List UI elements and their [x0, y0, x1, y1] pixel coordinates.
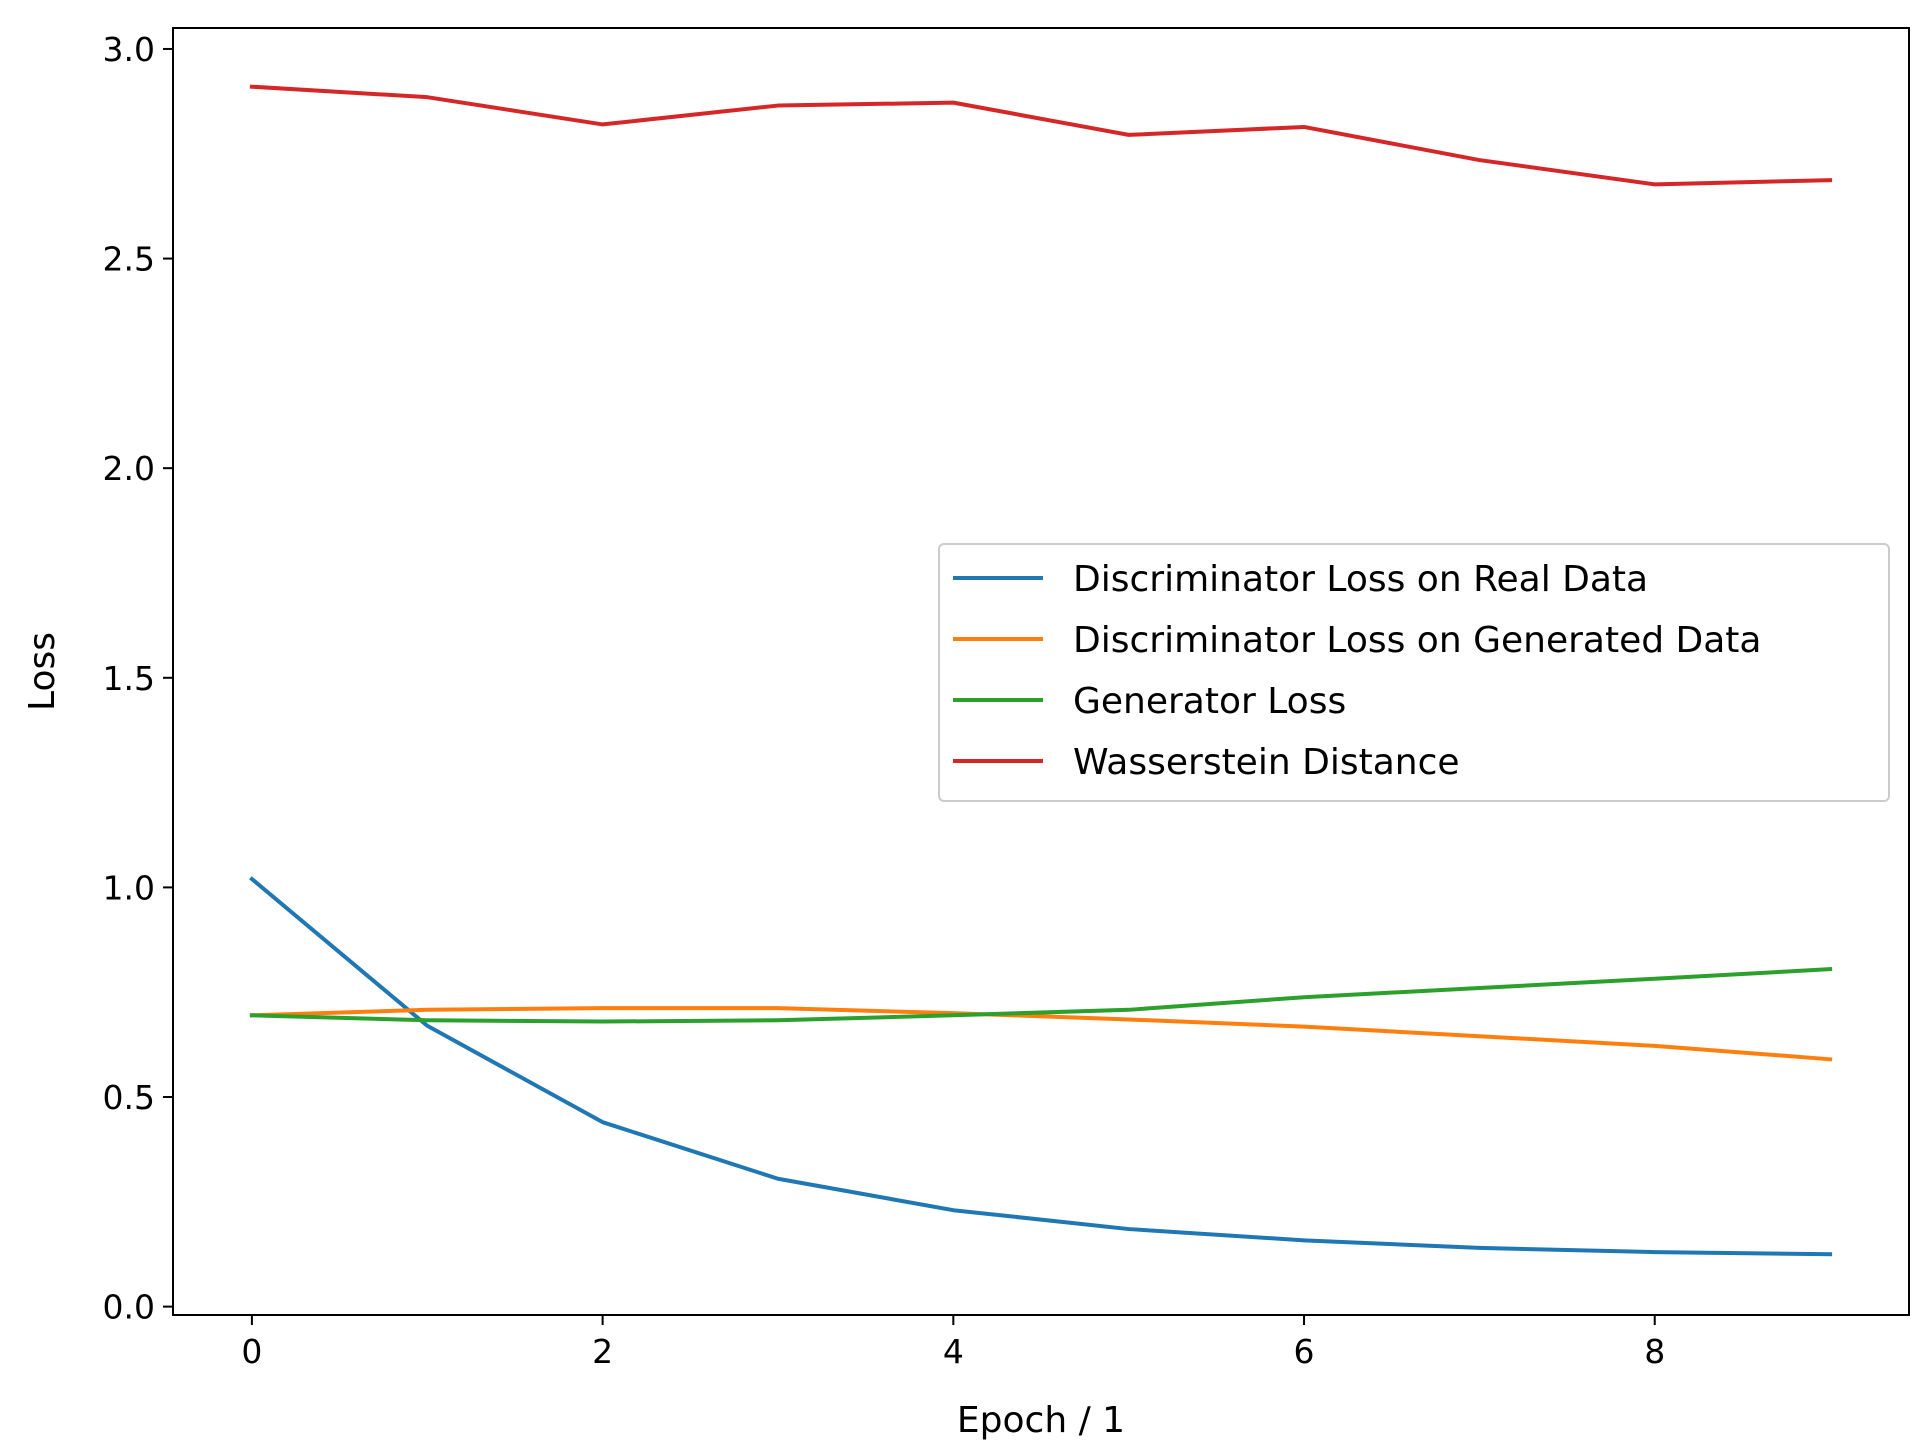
series-line-1 — [249, 876, 1833, 1257]
legend-label-3: Generator Loss — [1073, 681, 1346, 722]
x-tick-label: 6 — [1294, 1332, 1315, 1371]
legend-label-4: Wasserstein Distance — [1073, 742, 1460, 783]
y-tick-label: 2.0 — [103, 449, 155, 488]
y-axis-label: Loss — [22, 632, 63, 711]
y-tick-label: 1.0 — [103, 868, 155, 907]
series-layer — [249, 84, 1833, 1257]
y-tick-label: 0.0 — [103, 1288, 155, 1327]
x-tick-label: 8 — [1644, 1332, 1665, 1371]
legend-label-1: Discriminator Loss on Real Data — [1073, 559, 1648, 600]
legend-label-2: Discriminator Loss on Generated Data — [1073, 620, 1761, 661]
y-tick-label: 1.5 — [103, 659, 155, 698]
series-line-2 — [249, 1006, 1833, 1062]
y-tick-label: 2.5 — [103, 240, 155, 279]
legend-box — [938, 543, 1890, 802]
x-axis-label: Epoch / 1 — [957, 1400, 1125, 1440]
legend: Discriminator Loss on Real Data Discrimin… — [938, 543, 1890, 802]
y-tick-label: 3.0 — [103, 30, 155, 69]
x-tick-label: 4 — [943, 1332, 964, 1371]
x-axis: 0 2 4 6 8 — [241, 1315, 1665, 1371]
plot-frame — [172, 27, 1910, 1316]
x-tick-label: 0 — [241, 1332, 262, 1371]
x-tick-label: 2 — [592, 1332, 613, 1371]
y-tick-label: 0.5 — [103, 1078, 155, 1117]
series-line-3 — [249, 967, 1833, 1024]
series-line-4 — [249, 84, 1833, 187]
y-axis: 0.0 0.5 1.0 1.5 2.0 2.5 3.0 — [103, 30, 173, 1327]
